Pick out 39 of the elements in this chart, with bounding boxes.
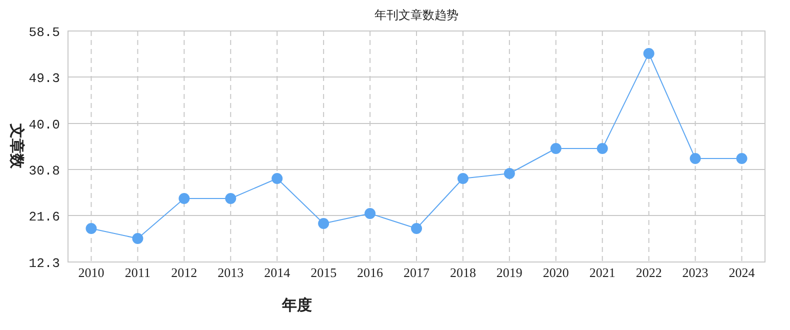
x-tick-label: 2010 — [78, 265, 104, 280]
point — [596, 143, 608, 154]
point — [690, 153, 701, 164]
x-tick-label: 2021 — [589, 265, 616, 280]
x-tick-label: 2019 — [496, 265, 522, 280]
y-tick-label: 58.5 — [28, 25, 60, 40]
point — [86, 223, 97, 234]
x-tick-label: 2024 — [728, 265, 756, 280]
x-tick-label: 2011 — [124, 265, 150, 280]
point — [132, 233, 144, 244]
point — [550, 143, 562, 154]
x-tick-label: 2012 — [171, 265, 198, 280]
x-tick-label: 2015 — [310, 265, 337, 280]
x-tick-label: 2023 — [682, 265, 708, 280]
point — [411, 223, 422, 234]
point — [318, 218, 330, 229]
point — [504, 168, 515, 179]
y-tick-label: 12.3 — [28, 256, 60, 271]
point — [736, 153, 748, 164]
x-tick-label: 2018 — [450, 265, 476, 280]
x-axis-title: 年度 — [281, 296, 312, 314]
y-tick-label: 21.6 — [28, 210, 60, 224]
point — [178, 193, 190, 204]
point — [225, 193, 236, 204]
point — [643, 48, 654, 59]
x-tick-label: 2020 — [542, 265, 569, 280]
x-tick-label: 2017 — [404, 265, 430, 280]
y-axis-title: 文章数 — [8, 122, 26, 170]
y-tick-label: 30.8 — [28, 164, 60, 178]
chart-title: 年刊文章数趋势 — [374, 8, 458, 22]
point — [457, 173, 468, 184]
x-tick-label: 2016 — [357, 265, 384, 280]
x-tick-label: 2013 — [218, 265, 244, 280]
x-tick-label: 2022 — [636, 265, 662, 280]
y-tick-label: 49.3 — [28, 71, 60, 86]
point — [272, 173, 283, 184]
x-tick-label: 2014 — [264, 265, 291, 280]
y-tick-label: 40.0 — [28, 118, 60, 132]
point — [364, 208, 376, 219]
